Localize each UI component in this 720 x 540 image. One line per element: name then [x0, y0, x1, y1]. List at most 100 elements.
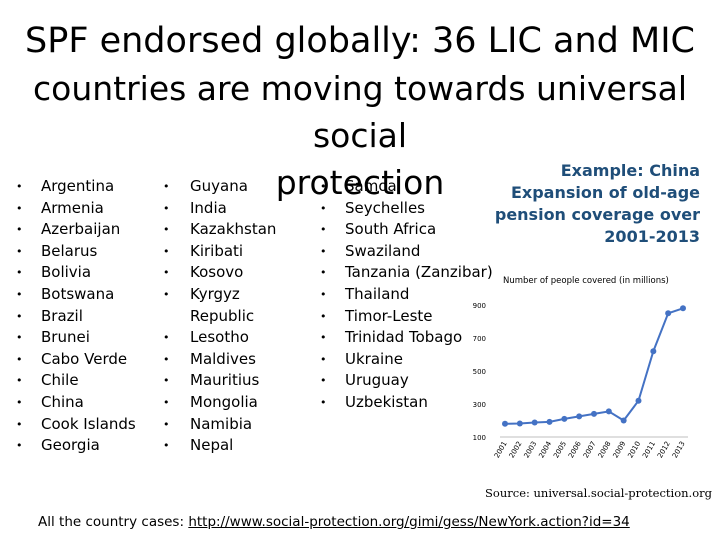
country-item: • Kazakhstan — [0, 219, 276, 241]
country-item: • Tanzania (Zanzibar) — [0, 262, 493, 284]
all-cases-link[interactable]: http://www.social-protection.org/gimi/ge… — [188, 514, 630, 530]
country-item: • Brunei — [0, 327, 136, 349]
x-tick-label: 2010 — [626, 440, 642, 459]
title-line-2: countries are moving towards universal s… — [32, 69, 687, 155]
bullet: • — [163, 201, 170, 215]
country-name: Samoa — [345, 177, 397, 195]
country-item: • Nepal — [0, 435, 276, 457]
bullet: • — [163, 287, 170, 301]
x-tick-label: 2002 — [508, 440, 524, 459]
country-item: • Samoa — [0, 176, 493, 198]
data-point — [650, 348, 657, 355]
data-point — [576, 413, 583, 420]
data-point — [680, 305, 686, 312]
x-tick-label: 2009 — [612, 440, 628, 459]
country-item: • Maldives — [0, 349, 276, 371]
country-name: Uzbekistan — [345, 392, 428, 411]
country-item: • Mauritius — [0, 370, 276, 392]
example-heading: Example: China Expansion of old-age pens… — [495, 160, 700, 248]
y-tick-label: 300 — [473, 401, 486, 409]
bullet: • — [16, 374, 23, 388]
country-name: Thailand — [345, 284, 410, 303]
data-point — [502, 420, 508, 427]
country-name: Maldives — [190, 349, 256, 368]
country-item: • Azerbaijan — [0, 219, 136, 241]
country-name: China — [41, 392, 84, 411]
bullet: • — [320, 244, 327, 258]
data-point — [516, 420, 523, 427]
country-name: Argentina — [41, 177, 115, 195]
data-point — [665, 310, 672, 317]
bullet: • — [320, 352, 327, 366]
country-item: • Lesotho — [0, 327, 276, 349]
x-tick-label: 2005 — [552, 440, 568, 459]
country-item: • Bolivia — [0, 262, 136, 284]
bullet: • — [16, 309, 23, 323]
bullet: • — [16, 266, 23, 280]
example-line-4: 2001-2013 — [604, 227, 700, 246]
country-name: Mauritius — [190, 371, 260, 390]
bullet: • — [320, 223, 327, 237]
country-name: Tanzania (Zanzibar) — [345, 263, 493, 282]
country-name: Namibia — [190, 414, 253, 433]
country-name: Trinidad Tobago — [345, 328, 463, 347]
y-tick-label: 700 — [473, 335, 486, 343]
country-item: • India — [0, 198, 276, 220]
country-name: Chile — [41, 371, 79, 390]
country-name: Kiribati — [190, 241, 244, 260]
bullet: • — [163, 439, 170, 453]
country-item: • Republic — [0, 306, 276, 328]
country-item: • Kosovo — [0, 262, 276, 284]
country-name: Seychelles — [345, 198, 425, 217]
country-item: • Brazil — [0, 306, 136, 328]
data-point — [546, 418, 553, 425]
coverage-line-chart: 1003005007009002001200220032004200520062… — [473, 302, 688, 460]
example-line-3: pension coverage over — [494, 205, 700, 224]
data-point — [605, 408, 612, 415]
bullet: • — [16, 395, 23, 409]
bullet: • — [163, 352, 170, 366]
country-item: • Mongolia — [0, 392, 276, 414]
country-item: • Botswana — [0, 284, 136, 306]
country-item: • Chile — [0, 370, 136, 392]
country-item: • Georgia — [0, 435, 136, 457]
country-name: Kosovo — [190, 263, 244, 282]
country-name: Botswana — [41, 284, 115, 303]
country-name: Georgia — [41, 436, 100, 455]
example-line-2: Expansion of old-age — [510, 183, 700, 202]
x-tick-label: 2008 — [597, 440, 613, 459]
bullet: • — [16, 352, 23, 366]
chart-title: Number of people covered (in millions) — [503, 276, 669, 286]
country-name: Mongolia — [190, 392, 258, 411]
country-name: India — [190, 198, 227, 217]
country-name: Nepal — [190, 436, 234, 455]
country-name: Lesotho — [190, 328, 249, 347]
source-note: Source: universal.social-protection.org — [485, 486, 712, 500]
country-item: • Cabo Verde — [0, 349, 136, 371]
title-line-3: protection — [275, 163, 445, 202]
country-item: • Kiribati — [0, 241, 276, 263]
bullet: • — [320, 287, 327, 301]
slide-title: SPF endorsed globally: 36 LIC and MIC co… — [0, 18, 720, 206]
country-item: • Ukraine — [0, 349, 493, 371]
data-point — [561, 415, 568, 422]
bullet: • — [16, 244, 23, 258]
country-item: • Cook Islands — [0, 414, 136, 436]
country-name: Azerbaijan — [41, 220, 121, 239]
y-tick-label: 100 — [473, 434, 486, 442]
country-item: • Belarus — [0, 241, 136, 263]
country-item: • Timor-Leste — [0, 306, 493, 328]
country-list-3: • Samoa • Seychelles • South Africa • Swaziland… — [0, 176, 493, 414]
country-name: Ukraine — [345, 349, 403, 368]
bullet: • — [320, 201, 327, 215]
y-tick-label: 900 — [473, 302, 486, 310]
bullet: • — [16, 439, 23, 453]
country-item: • Argentina — [0, 176, 136, 198]
x-tick-label: 2007 — [582, 440, 598, 459]
country-item: • Uzbekistan — [0, 392, 493, 414]
x-tick-label: 2004 — [537, 440, 553, 460]
bullet: • — [16, 287, 23, 301]
country-item: • Uruguay — [0, 370, 493, 392]
country-item: • Guyana — [0, 176, 276, 198]
country-list-2: • Guyana • India • Kazakhstan • Kiribati • Kosovo… — [0, 176, 276, 457]
